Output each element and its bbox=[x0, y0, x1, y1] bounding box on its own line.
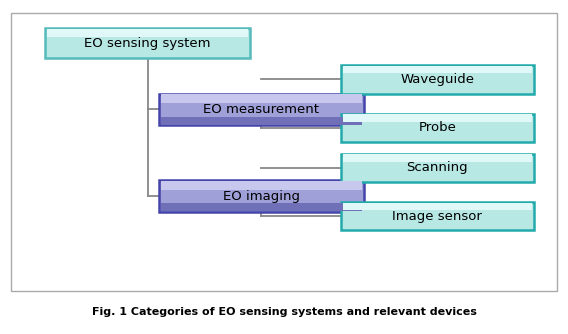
FancyBboxPatch shape bbox=[47, 29, 248, 37]
FancyBboxPatch shape bbox=[161, 203, 362, 211]
FancyBboxPatch shape bbox=[343, 203, 532, 210]
FancyBboxPatch shape bbox=[159, 94, 364, 125]
Text: Fig. 1 Categories of EO sensing systems and relevant devices: Fig. 1 Categories of EO sensing systems … bbox=[91, 307, 477, 317]
FancyBboxPatch shape bbox=[341, 114, 534, 142]
FancyBboxPatch shape bbox=[161, 117, 362, 125]
FancyBboxPatch shape bbox=[343, 154, 532, 162]
Text: Image sensor: Image sensor bbox=[392, 210, 482, 223]
FancyBboxPatch shape bbox=[341, 65, 534, 94]
FancyBboxPatch shape bbox=[343, 114, 532, 122]
Text: EO imaging: EO imaging bbox=[223, 190, 300, 203]
FancyBboxPatch shape bbox=[161, 94, 362, 103]
FancyBboxPatch shape bbox=[341, 202, 534, 230]
FancyBboxPatch shape bbox=[161, 181, 362, 190]
FancyBboxPatch shape bbox=[45, 28, 250, 58]
FancyBboxPatch shape bbox=[343, 66, 532, 73]
Text: Probe: Probe bbox=[419, 121, 456, 134]
Text: EO measurement: EO measurement bbox=[203, 103, 319, 116]
FancyBboxPatch shape bbox=[341, 154, 534, 182]
FancyBboxPatch shape bbox=[159, 180, 364, 212]
Text: EO sensing system: EO sensing system bbox=[85, 37, 211, 50]
Text: Scanning: Scanning bbox=[407, 161, 468, 174]
Text: Waveguide: Waveguide bbox=[400, 73, 474, 86]
